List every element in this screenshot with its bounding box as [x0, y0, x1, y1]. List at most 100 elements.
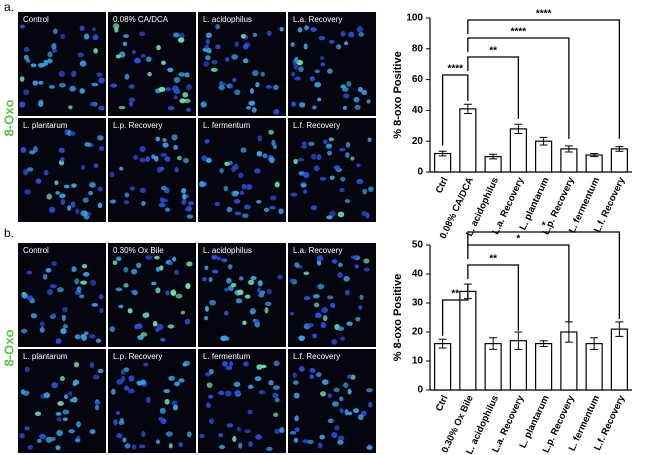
nucleus: [233, 198, 241, 204]
nucleus: [97, 368, 104, 374]
nucleus: [366, 99, 371, 104]
nucleus: [163, 389, 171, 394]
nucleus: [350, 374, 356, 380]
nucleus: [347, 374, 352, 379]
significance-label: *: [542, 221, 546, 232]
significance-label: **: [489, 46, 497, 57]
nucleus: [319, 434, 325, 440]
nucleus: [320, 322, 327, 329]
nucleus: [327, 150, 333, 156]
nucleus: [23, 89, 30, 95]
nucleus: [112, 23, 120, 30]
nucleus: [237, 289, 244, 296]
significance-bracket: [441, 74, 469, 146]
nucleus: [155, 136, 161, 142]
nucleus: [151, 281, 157, 286]
nucleus: [327, 295, 334, 300]
nucleus: [136, 323, 143, 330]
nucleus: [228, 361, 234, 367]
nucleus: [43, 392, 51, 399]
nucleus: [339, 408, 344, 414]
nucleus: [312, 105, 317, 110]
nucleus: [109, 171, 115, 178]
nucleus: [173, 76, 181, 83]
nucleus: [271, 139, 276, 147]
nucleus: [268, 129, 274, 135]
nucleus: [124, 73, 130, 80]
nucleus: [344, 289, 350, 296]
error-bar: [438, 150, 447, 157]
bar: [484, 343, 502, 391]
nucleus: [152, 320, 158, 327]
nucleus: [32, 80, 39, 86]
nucleus: [62, 324, 68, 329]
nucleus: [79, 60, 87, 67]
nucleus: [327, 418, 334, 424]
nucleus: [216, 256, 222, 261]
nucleus: [116, 379, 124, 385]
nucleus: [98, 294, 104, 300]
nucleus: [320, 391, 327, 397]
nucleus: [362, 188, 368, 195]
nucleus: [122, 437, 127, 443]
nucleus: [58, 147, 65, 153]
nucleus: [185, 282, 191, 290]
nucleus: [257, 280, 263, 287]
nucleus: [25, 59, 31, 63]
nucleus: [21, 293, 29, 299]
nucleus: [337, 326, 345, 332]
nucleus: [309, 374, 314, 380]
nucleus: [115, 256, 122, 262]
nucleus: [227, 264, 233, 270]
nucleus: [98, 105, 105, 111]
nucleus: [168, 261, 174, 266]
panel-title: 0.30% Ox Bile: [113, 246, 164, 255]
nucleus: [109, 326, 116, 333]
nucleus: [270, 195, 277, 201]
nucleus: [51, 313, 57, 318]
nucleus: [63, 394, 69, 400]
bar: [459, 290, 477, 391]
error-bar: [539, 340, 548, 347]
nucleus: [303, 43, 308, 50]
nucleus: [20, 146, 27, 153]
nucleus: [142, 312, 150, 319]
nucleus: [68, 391, 73, 397]
nucleus: [129, 101, 134, 107]
nucleus: [24, 426, 30, 431]
nucleus: [294, 427, 300, 433]
nucleus: [215, 23, 220, 30]
bar: [610, 328, 628, 391]
nucleus: [183, 98, 191, 103]
nucleus: [159, 407, 166, 414]
nucleus: [179, 98, 186, 104]
nucleus: [321, 307, 328, 314]
nucleus: [240, 147, 247, 153]
nucleus: [168, 443, 173, 449]
panel-title: L.f. Recovery: [293, 121, 340, 130]
nucleus: [291, 101, 297, 107]
nucleus: [30, 63, 37, 68]
nucleus: [173, 88, 181, 95]
nucleus: [89, 429, 96, 435]
nucleus: [204, 305, 209, 312]
nucleus: [162, 142, 169, 148]
nucleus: [311, 153, 317, 160]
nucleus: [207, 394, 214, 399]
nucleus: [302, 189, 308, 194]
nucleus: [225, 57, 230, 62]
nucleus: [26, 270, 33, 275]
nucleus: [160, 337, 166, 342]
nucleus: [231, 165, 236, 173]
nucleus: [313, 165, 320, 172]
nucleus: [71, 396, 78, 403]
nucleus: [200, 101, 207, 108]
nucleus: [171, 134, 178, 141]
nucleus: [264, 307, 269, 314]
nucleus: [62, 409, 70, 415]
nucleus: [145, 56, 152, 63]
error-bar: [489, 337, 498, 350]
nucleus: [161, 60, 166, 65]
nucleus: [255, 434, 263, 440]
nucleus: [45, 436, 53, 443]
